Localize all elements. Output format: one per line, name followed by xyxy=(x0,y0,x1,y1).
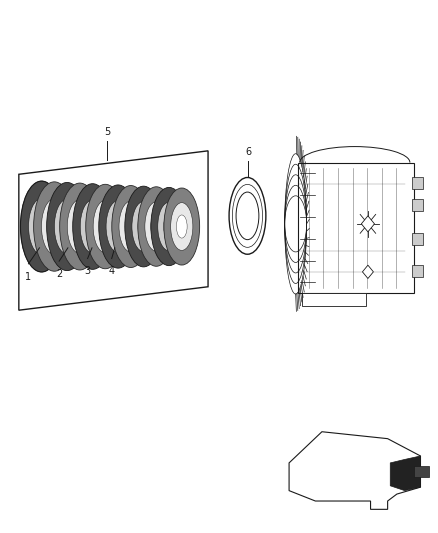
Ellipse shape xyxy=(145,202,168,251)
Ellipse shape xyxy=(34,182,75,271)
Ellipse shape xyxy=(236,192,259,240)
Ellipse shape xyxy=(73,184,113,269)
Ellipse shape xyxy=(29,199,54,254)
Bar xyxy=(412,199,423,211)
Text: 4: 4 xyxy=(109,266,115,277)
Bar xyxy=(298,163,414,293)
Polygon shape xyxy=(414,466,429,477)
Ellipse shape xyxy=(46,182,88,271)
Ellipse shape xyxy=(151,215,162,238)
Ellipse shape xyxy=(229,177,266,254)
Ellipse shape xyxy=(35,213,48,240)
Ellipse shape xyxy=(158,202,180,251)
Polygon shape xyxy=(390,456,420,490)
Ellipse shape xyxy=(151,188,187,265)
Ellipse shape xyxy=(164,188,200,265)
Ellipse shape xyxy=(233,184,262,247)
Ellipse shape xyxy=(138,187,175,266)
Text: 5: 5 xyxy=(104,127,110,137)
Ellipse shape xyxy=(112,214,124,239)
Ellipse shape xyxy=(132,201,155,252)
Bar xyxy=(302,293,366,306)
Ellipse shape xyxy=(42,199,67,254)
Ellipse shape xyxy=(21,181,63,272)
Bar xyxy=(412,177,423,189)
Ellipse shape xyxy=(125,214,137,239)
Ellipse shape xyxy=(74,214,86,239)
Polygon shape xyxy=(289,432,420,510)
Ellipse shape xyxy=(87,214,99,239)
Ellipse shape xyxy=(21,181,63,272)
Ellipse shape xyxy=(86,184,125,269)
Ellipse shape xyxy=(125,186,162,267)
Text: 3: 3 xyxy=(85,266,91,277)
Ellipse shape xyxy=(93,200,117,253)
Ellipse shape xyxy=(80,200,105,253)
Ellipse shape xyxy=(48,213,60,240)
Ellipse shape xyxy=(67,199,92,254)
Ellipse shape xyxy=(61,213,73,240)
Ellipse shape xyxy=(60,183,100,270)
Polygon shape xyxy=(363,265,373,279)
Ellipse shape xyxy=(99,214,111,239)
Text: 2: 2 xyxy=(56,269,62,279)
Polygon shape xyxy=(19,151,208,310)
Text: 1: 1 xyxy=(25,272,32,282)
Ellipse shape xyxy=(112,185,150,268)
Ellipse shape xyxy=(99,185,138,268)
Bar xyxy=(412,233,423,245)
Polygon shape xyxy=(361,216,374,232)
Ellipse shape xyxy=(177,215,187,238)
Ellipse shape xyxy=(54,199,80,254)
Bar xyxy=(412,265,423,277)
Ellipse shape xyxy=(28,198,55,255)
Ellipse shape xyxy=(171,203,193,251)
Ellipse shape xyxy=(138,214,149,239)
Ellipse shape xyxy=(119,201,143,252)
Ellipse shape xyxy=(106,201,130,252)
Ellipse shape xyxy=(163,215,174,238)
Text: 6: 6 xyxy=(245,147,251,157)
